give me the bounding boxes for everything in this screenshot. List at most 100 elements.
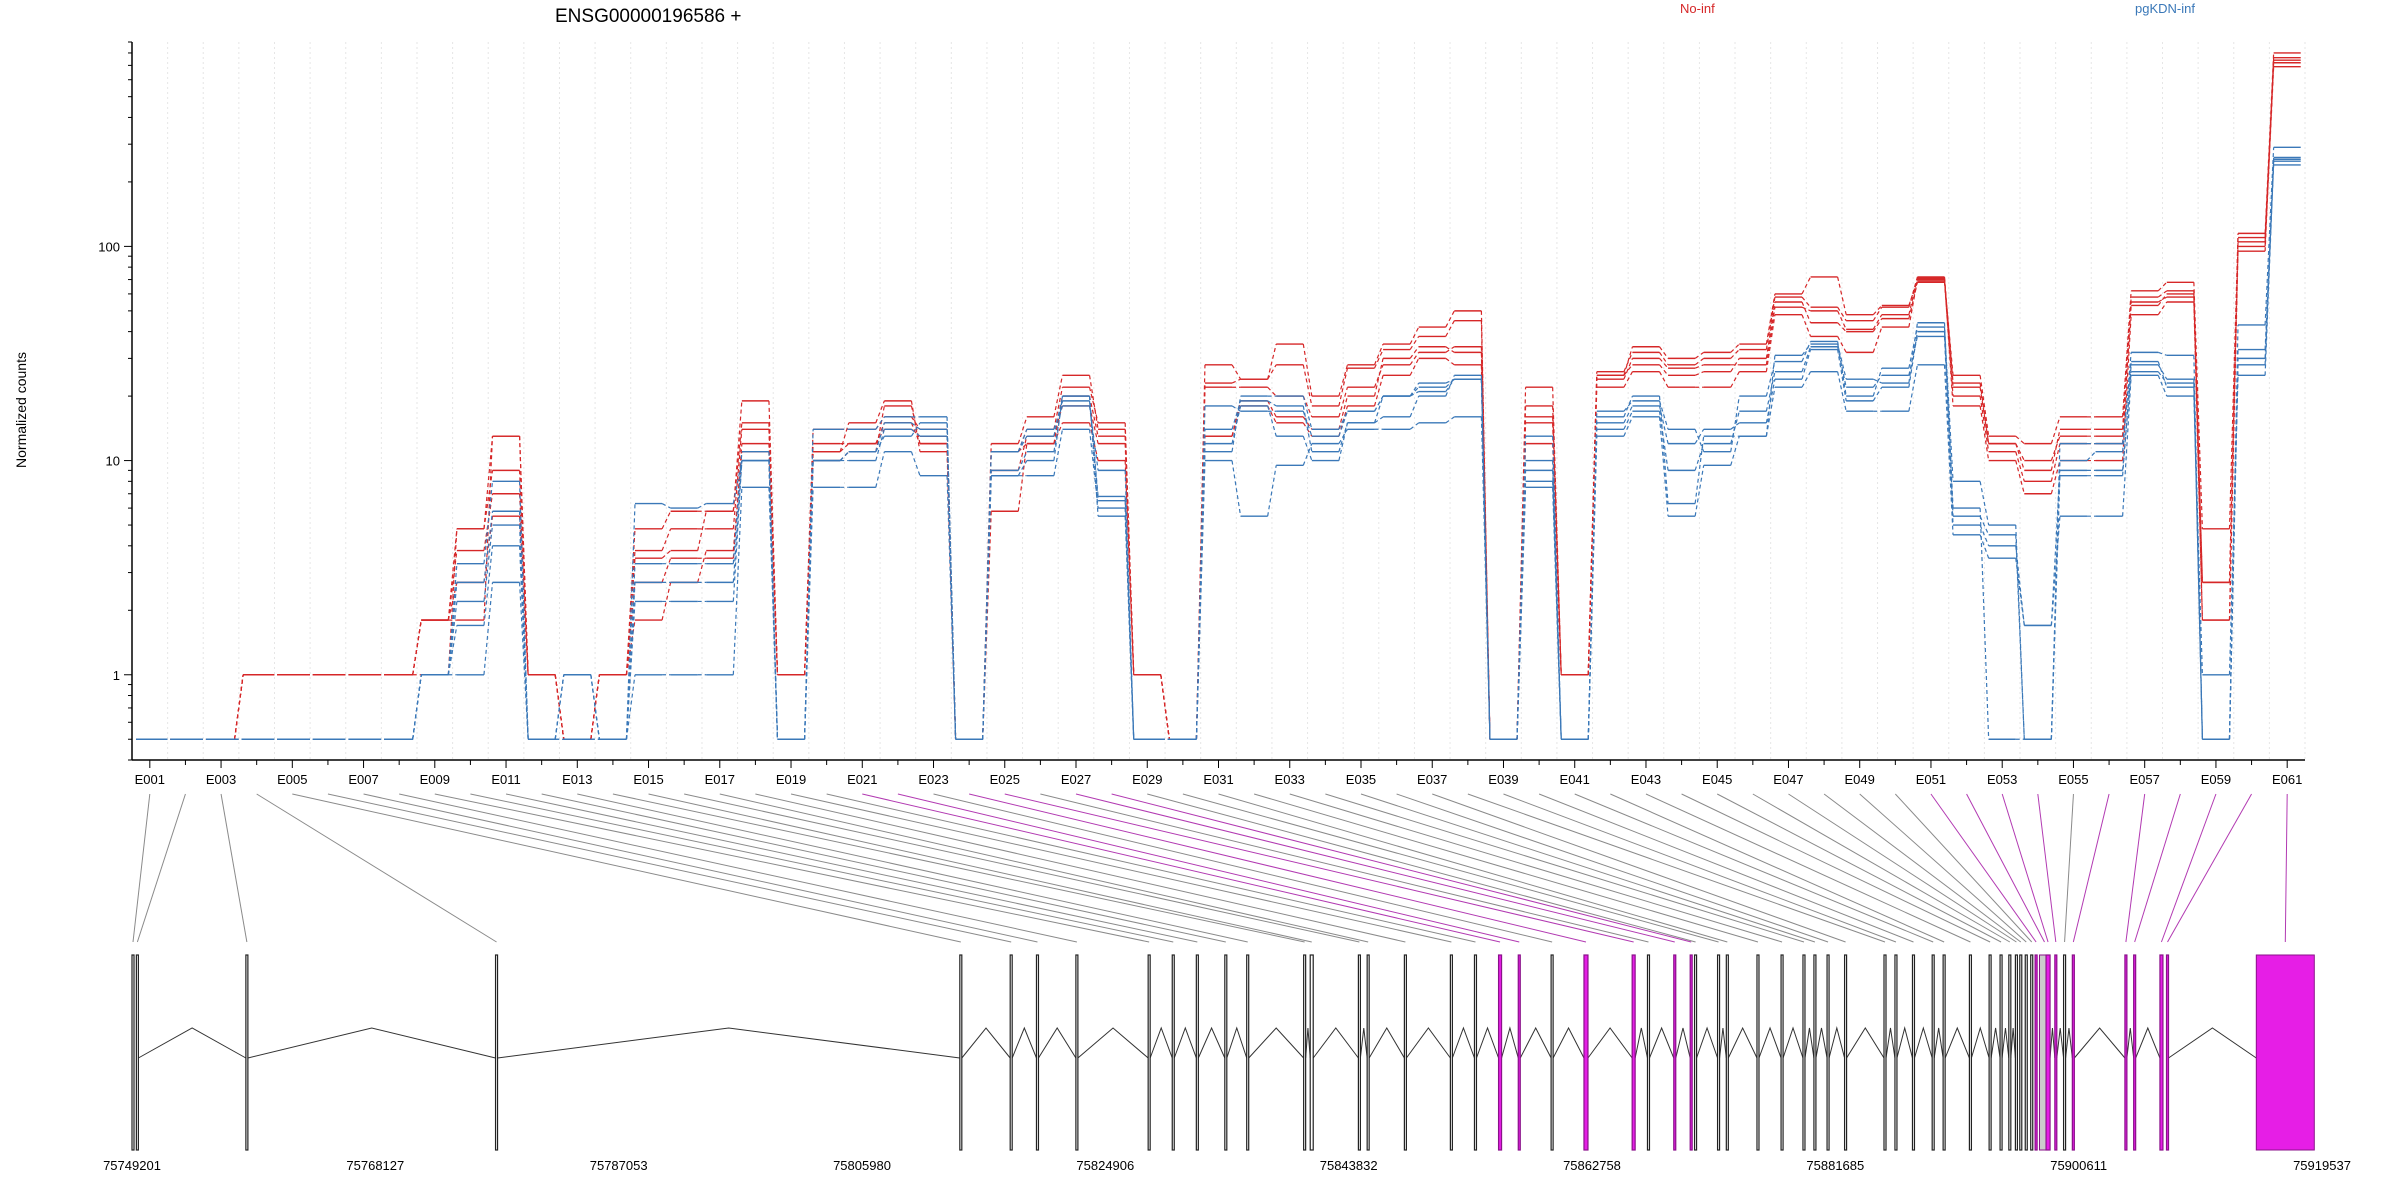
exon-e017 <box>1366 954 1370 1151</box>
connector-e043 <box>1645 793 1971 943</box>
exon-transition <box>2050 435 2061 461</box>
exon-transition <box>661 558 672 583</box>
exon-e015 <box>1309 954 1314 1151</box>
connector-e031 <box>1218 793 1728 943</box>
x-tick-label: E057 <box>2130 772 2160 787</box>
exon-e002 <box>135 954 139 1151</box>
intron <box>1038 1027 1077 1059</box>
x-tick-label: E013 <box>562 772 592 787</box>
intron <box>2126 1027 2135 1059</box>
exon-transition <box>518 470 529 675</box>
exon-transition <box>1409 326 1420 345</box>
exon-transition <box>2015 558 2025 626</box>
exon-transition <box>1943 336 1954 526</box>
x-tick-label: E029 <box>1132 772 1162 787</box>
intron <box>1828 1026 1846 1059</box>
connector-e019 <box>790 793 1452 943</box>
x-tick-label: E051 <box>1916 772 1946 787</box>
exon-transition <box>483 470 494 529</box>
exon-transition <box>1765 293 1776 345</box>
genomic-coordinate-label: 75787053 <box>590 1158 648 1173</box>
exon-transition <box>1445 357 1455 366</box>
intron <box>2168 1027 2257 1059</box>
exon-transition <box>1445 346 1455 353</box>
connector-e061 <box>2284 793 2288 943</box>
chart-title: ENSG00000196586 + <box>555 6 741 27</box>
intron <box>2073 1027 2126 1059</box>
exon-transition <box>1659 364 1669 376</box>
exon-e027 <box>1673 954 1677 1151</box>
genomic-coordinate-label: 75768127 <box>346 1158 404 1173</box>
x-tick-label: E041 <box>1560 772 1590 787</box>
exon-transition <box>1658 396 1669 504</box>
exon-transition <box>1017 460 1028 476</box>
exon-transition <box>1088 396 1099 517</box>
exon-e004 <box>494 954 499 1151</box>
exon-transition <box>2157 301 2168 315</box>
exon-transition <box>1730 358 1740 373</box>
y-axis-label: Normalized counts <box>13 352 29 468</box>
exon-transition <box>2158 351 2167 356</box>
intron <box>1149 1026 1173 1059</box>
connector-e037 <box>1432 793 1846 943</box>
exon-transition <box>2157 375 2168 397</box>
exon-transition <box>1872 318 1883 332</box>
exon-e033 <box>1780 954 1784 1151</box>
exon-e026 <box>1646 954 1651 1151</box>
genomic-coordinate-label: 75805980 <box>833 1158 891 1173</box>
connector-e033 <box>1289 793 1783 943</box>
exon-e024 <box>1583 954 1589 1151</box>
exon-transition <box>2157 293 2168 306</box>
exon-transition <box>1872 305 1883 316</box>
exon-e045 <box>1999 954 2003 1151</box>
exon-transition <box>2193 396 2204 675</box>
exon-transition <box>1872 314 1883 330</box>
exon-e043 <box>1968 954 1973 1151</box>
exon-transition <box>1908 364 1919 412</box>
exon-transition <box>625 674 636 740</box>
exon-e029 <box>1693 954 1698 1151</box>
intron <box>1173 1026 1197 1059</box>
exon-e014 <box>1303 954 1307 1151</box>
exon-transition <box>1659 346 1669 359</box>
genomic-coordinate-label: 75824906 <box>1076 1158 1134 1173</box>
exon-transition <box>518 511 529 740</box>
exon-transition <box>1730 371 1740 388</box>
exon-transition <box>1765 361 1776 397</box>
connector-e030 <box>1182 793 1719 943</box>
exon-transition <box>1267 405 1277 424</box>
exon-e030 <box>1716 954 1721 1151</box>
x-tick-label: E035 <box>1346 772 1376 787</box>
intron <box>1011 1026 1037 1059</box>
intron <box>1587 1027 1633 1059</box>
x-tick-label: E037 <box>1417 772 1447 787</box>
intron <box>1719 1027 1727 1059</box>
exon-transition <box>1872 326 1883 353</box>
exon-transition <box>1979 375 1990 437</box>
exon-transition <box>1623 364 1633 376</box>
exon-transition <box>554 674 565 740</box>
genomic-coordinate-label: 75900611 <box>2050 1158 2107 1173</box>
intron <box>2010 1027 2016 1059</box>
exon-transition <box>2122 375 2132 517</box>
exon-transition <box>1409 422 1420 430</box>
x-tick-label: E061 <box>2272 772 2302 787</box>
exon-transition <box>483 436 494 529</box>
exon-transition <box>839 422 850 452</box>
exon-transition <box>1943 327 1954 482</box>
exon-transition <box>1231 400 1242 430</box>
exon-transition <box>2228 241 2239 583</box>
exon-transition <box>875 451 885 488</box>
legend-pgkdn-inf: pgKDN-inf <box>2135 1 2195 16</box>
exon-e058 <box>2133 954 2137 1151</box>
exon-transition <box>1053 429 1064 476</box>
exon-transition <box>1302 443 1313 466</box>
exon-e021 <box>1497 954 1503 1151</box>
x-tick-label: E007 <box>348 772 378 787</box>
exon-transition <box>1445 416 1455 424</box>
exon-transition <box>1730 396 1740 452</box>
exon-transition <box>1267 465 1277 517</box>
exon-transition <box>2228 358 2239 740</box>
connector-e056 <box>2072 793 2110 943</box>
